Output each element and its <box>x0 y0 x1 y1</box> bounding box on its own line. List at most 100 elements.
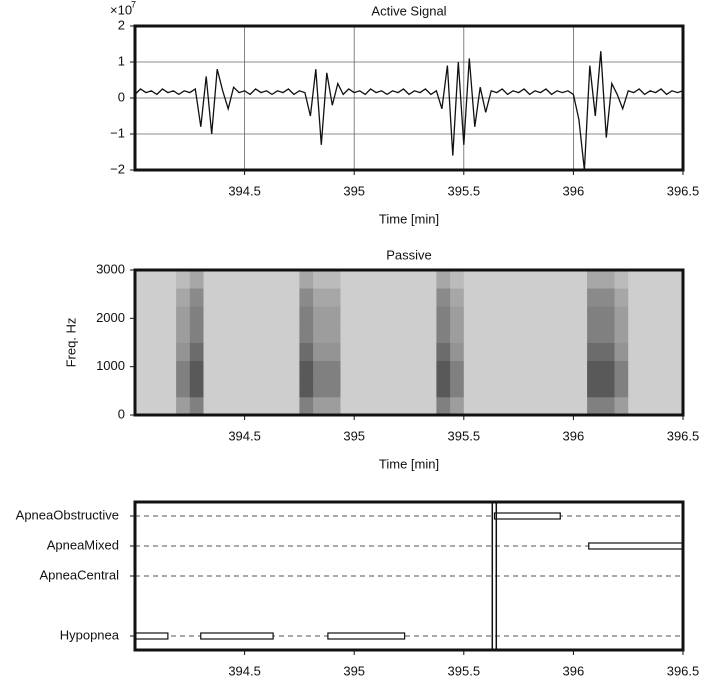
spectrogram-cell <box>409 306 424 325</box>
spectrogram-cell <box>504 396 519 416</box>
spectrogram-cell <box>272 378 287 398</box>
spectrogram-cell <box>614 324 629 343</box>
spectrogram-cell <box>340 360 355 380</box>
spectrogram-cell <box>532 288 547 307</box>
spectrogram-cell <box>450 324 465 343</box>
spectrogram-cell <box>436 288 451 307</box>
spectrogram-cell <box>135 396 150 416</box>
spectrogram-cell <box>641 342 656 362</box>
spectrogram-cell <box>299 288 314 307</box>
spectrogram-cell <box>381 288 396 307</box>
spectrogram-cell <box>272 396 287 416</box>
spectrogram-cell <box>573 306 588 325</box>
spectrogram-cell <box>326 360 341 380</box>
spectrogram-cell <box>326 288 341 307</box>
spectrogram-cell <box>258 342 273 362</box>
spectrogram-cell <box>463 378 478 398</box>
spectrogram-cell <box>450 270 465 289</box>
spectrogram-cell <box>491 270 506 289</box>
spectrogram-cell <box>628 378 643 398</box>
spectrogram-cell <box>546 396 561 416</box>
spectrogram-cell <box>600 324 615 343</box>
spectrogram-cell <box>669 324 684 343</box>
spectrogram-cell <box>326 378 341 398</box>
spectrogram-cell <box>285 378 300 398</box>
spectrogram-cell <box>559 396 574 416</box>
spectrogram-cell <box>217 288 232 307</box>
spectrogram-cell <box>422 378 437 398</box>
spectrogram-cell <box>655 378 670 398</box>
spectrogram-cell <box>573 324 588 343</box>
spectrogram-cell <box>326 342 341 362</box>
spectrogram-cell <box>135 306 150 325</box>
spectrogram-cell <box>217 378 232 398</box>
spectrogram-cell <box>518 342 533 362</box>
spectrogram-cell <box>546 378 561 398</box>
spectrogram-cell <box>395 378 410 398</box>
spectrogram-cell <box>354 342 369 362</box>
spectrogram-cell <box>354 360 369 380</box>
spectrogram-cell <box>381 306 396 325</box>
x-axis-label: Time [min] <box>379 456 439 471</box>
x-tick-label: 395 <box>343 183 365 198</box>
spectrogram-cell <box>162 324 177 343</box>
spectrogram-cell <box>669 288 684 307</box>
spectrogram-cell <box>244 306 259 325</box>
spectrogram-cell <box>367 360 382 380</box>
spectrogram-cell <box>573 360 588 380</box>
spectrogram-cell <box>326 324 341 343</box>
y-tick-label: 2 <box>118 17 125 32</box>
spectrogram-cell <box>148 396 163 416</box>
spectrogram-cell <box>463 324 478 343</box>
spectrogram-cell <box>573 342 588 362</box>
spectrogram-cell <box>463 360 478 380</box>
event-bar <box>327 632 406 640</box>
spectrogram-cell <box>162 270 177 289</box>
spectrogram-cell <box>641 324 656 343</box>
x-tick-label: 396.5 <box>667 663 700 678</box>
spectrogram-cell <box>669 270 684 289</box>
spectrogram-cell <box>559 360 574 380</box>
spectrogram-cell <box>203 396 218 416</box>
spectrogram-cell <box>450 378 465 398</box>
spectrogram-cell <box>313 288 328 307</box>
spectrogram-cell <box>354 396 369 416</box>
spectrogram-cell <box>532 342 547 362</box>
spectrogram-cell <box>641 288 656 307</box>
spectrogram-cell <box>354 288 369 307</box>
spectrogram-cell <box>587 324 602 343</box>
spectrogram-cell <box>230 342 245 362</box>
spectrogram-cell <box>463 306 478 325</box>
spectrogram-cell <box>135 324 150 343</box>
spectrogram-cell <box>504 270 519 289</box>
spectrogram-cell <box>669 306 684 325</box>
spectrogram-cell <box>258 306 273 325</box>
x-tick-label: 395 <box>343 428 365 443</box>
spectrogram-cell <box>381 270 396 289</box>
event-bar <box>588 542 684 550</box>
spectrogram-cell <box>135 342 150 362</box>
spectrogram-cell <box>230 360 245 380</box>
spectrogram-cell <box>477 288 492 307</box>
spectrogram-cell <box>450 342 465 362</box>
spectrogram-cell <box>148 288 163 307</box>
spectrogram-cell <box>135 360 150 380</box>
spectrogram-cell <box>340 306 355 325</box>
spectrogram-cell <box>135 288 150 307</box>
spectrogram-cell <box>422 396 437 416</box>
spectrogram-cell <box>491 342 506 362</box>
spectrogram-cell <box>628 270 643 289</box>
spectrogram-cell <box>614 360 629 380</box>
spectrogram-cell <box>230 324 245 343</box>
spectrogram-cell <box>600 270 615 289</box>
spectrogram-cell <box>436 306 451 325</box>
spectrogram-cell <box>436 270 451 289</box>
spectrogram-cell <box>518 378 533 398</box>
x-tick-label: 396 <box>563 183 585 198</box>
spectrogram-cell <box>600 342 615 362</box>
spectrogram-cell <box>258 378 273 398</box>
spectrogram-cell <box>491 378 506 398</box>
spectrogram-cell <box>422 360 437 380</box>
y-tick-label: −2 <box>110 161 125 176</box>
spectrogram-cell <box>504 342 519 362</box>
